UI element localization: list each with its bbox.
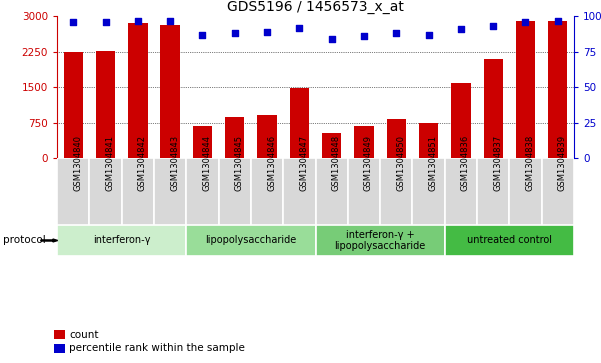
Text: GSM1304846: GSM1304846 xyxy=(267,135,276,191)
Point xyxy=(359,33,369,39)
Text: interferon-γ +
lipopolysaccharide: interferon-γ + lipopolysaccharide xyxy=(335,230,426,251)
Bar xyxy=(225,117,245,158)
Bar xyxy=(193,126,212,158)
Text: lipopolysaccharide: lipopolysaccharide xyxy=(206,236,296,245)
Bar xyxy=(57,225,186,256)
Bar xyxy=(160,25,180,158)
Bar xyxy=(445,158,477,225)
Bar xyxy=(251,158,283,225)
Bar xyxy=(386,119,406,158)
Point xyxy=(327,36,337,42)
Point xyxy=(198,32,207,38)
Point xyxy=(165,18,175,24)
Bar xyxy=(509,158,542,225)
Title: GDS5196 / 1456573_x_at: GDS5196 / 1456573_x_at xyxy=(227,0,404,14)
Bar xyxy=(483,59,503,158)
Text: GSM1304843: GSM1304843 xyxy=(170,135,179,191)
Bar xyxy=(186,225,316,256)
Text: GSM1304848: GSM1304848 xyxy=(332,135,341,191)
Bar xyxy=(354,126,374,158)
Bar xyxy=(90,158,121,225)
Text: GSM1304842: GSM1304842 xyxy=(138,135,147,191)
Point xyxy=(69,19,78,25)
Text: GSM1304836: GSM1304836 xyxy=(461,135,470,191)
Point xyxy=(456,26,466,32)
Text: GSM1304844: GSM1304844 xyxy=(203,135,212,191)
Bar xyxy=(451,83,471,158)
Text: percentile rank within the sample: percentile rank within the sample xyxy=(69,343,245,354)
Bar xyxy=(419,123,438,158)
Text: GSM1304849: GSM1304849 xyxy=(364,135,373,191)
Bar xyxy=(57,158,90,225)
Bar xyxy=(316,158,348,225)
Text: GSM1304847: GSM1304847 xyxy=(299,135,308,191)
Bar xyxy=(516,21,535,158)
Text: GSM1304837: GSM1304837 xyxy=(493,135,502,191)
Point xyxy=(553,18,563,24)
Bar xyxy=(316,225,445,256)
Bar xyxy=(283,158,316,225)
Bar xyxy=(290,88,309,158)
Point xyxy=(520,19,530,25)
Bar xyxy=(542,158,574,225)
Text: protocol: protocol xyxy=(3,236,46,245)
Point xyxy=(489,23,498,29)
Point xyxy=(424,32,433,38)
Bar xyxy=(322,133,341,158)
Text: count: count xyxy=(69,330,99,340)
Bar xyxy=(348,158,380,225)
Bar xyxy=(121,158,154,225)
Text: GSM1304838: GSM1304838 xyxy=(525,135,534,191)
Bar xyxy=(64,52,83,158)
Bar xyxy=(445,225,574,256)
Text: GSM1304841: GSM1304841 xyxy=(106,135,115,191)
Point xyxy=(101,19,111,25)
Bar xyxy=(128,23,147,158)
Bar xyxy=(380,158,412,225)
Text: GSM1304851: GSM1304851 xyxy=(429,135,438,191)
Text: interferon-γ: interferon-γ xyxy=(93,236,150,245)
Text: GSM1304845: GSM1304845 xyxy=(235,135,244,191)
Point xyxy=(391,30,401,36)
Point xyxy=(133,18,142,24)
Bar xyxy=(548,21,567,158)
Text: GSM1304839: GSM1304839 xyxy=(558,135,567,191)
Bar xyxy=(96,51,115,158)
Point xyxy=(230,30,240,36)
Text: GSM1304850: GSM1304850 xyxy=(396,135,405,191)
Bar xyxy=(154,158,186,225)
Point xyxy=(262,29,272,35)
Bar xyxy=(412,158,445,225)
Bar xyxy=(257,115,276,158)
Text: GSM1304840: GSM1304840 xyxy=(73,135,82,191)
Text: untreated control: untreated control xyxy=(467,236,552,245)
Bar xyxy=(219,158,251,225)
Bar xyxy=(186,158,219,225)
Point xyxy=(294,25,304,30)
Bar xyxy=(477,158,509,225)
